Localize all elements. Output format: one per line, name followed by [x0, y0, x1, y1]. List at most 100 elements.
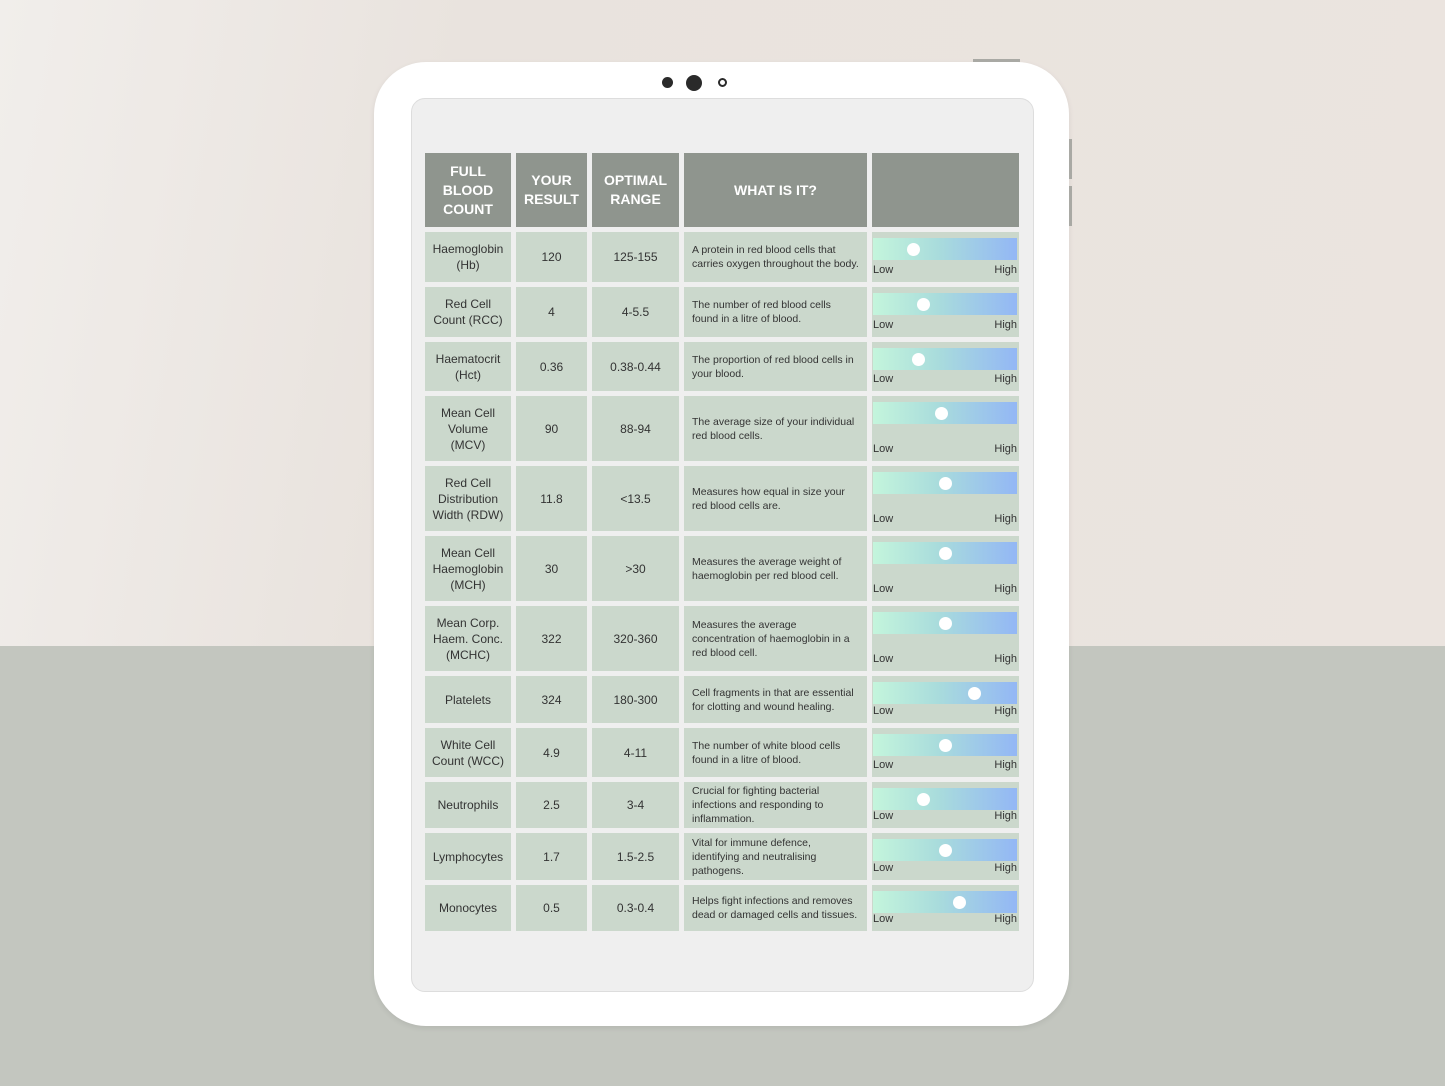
light-sensor-icon: [718, 78, 727, 87]
header-scale: [872, 153, 1019, 227]
range-cell: 4-11: [592, 728, 679, 777]
description-cell: Measures how equal in size your red bloo…: [684, 466, 867, 531]
range-cell: 88-94: [592, 396, 679, 461]
scale-high-label: High: [994, 810, 1017, 822]
description-cell: The proportion of red blood cells in you…: [684, 342, 867, 391]
level-scale: Low High: [872, 606, 1019, 671]
range-cell: 0.3-0.4: [592, 885, 679, 931]
level-marker: [939, 739, 952, 752]
scale-low-label: Low: [873, 862, 894, 874]
scale-low-label: Low: [873, 443, 894, 455]
level-scale: Low High: [872, 536, 1019, 601]
header-test: FULL BLOOD COUNT: [425, 153, 511, 227]
scale-low-label: Low: [873, 319, 894, 331]
result-cell: 30: [516, 536, 587, 601]
tablet-frame: FULL BLOOD COUNT YOUR RESULT OPTIMAL RAN…: [374, 59, 1072, 1026]
result-cell: 2.5: [516, 782, 587, 828]
level-scale: Low High: [872, 396, 1019, 461]
result-cell: 4: [516, 287, 587, 337]
scale-high-label: High: [994, 705, 1017, 717]
level-scale: Low High: [872, 833, 1019, 880]
range-cell: 125-155: [592, 232, 679, 282]
range-cell: 1.5-2.5: [592, 833, 679, 880]
test-name-cell: Monocytes: [425, 885, 511, 931]
scale-low-label: Low: [873, 913, 894, 925]
scale-low-label: Low: [873, 513, 894, 525]
level-marker: [939, 477, 952, 490]
range-cell: 3-4: [592, 782, 679, 828]
range-cell: <13.5: [592, 466, 679, 531]
header-description: WHAT IS IT?: [684, 153, 867, 227]
test-name-cell: Mean Cell Volume (MCV): [425, 396, 511, 461]
result-cell: 0.36: [516, 342, 587, 391]
sensor-icon: [662, 77, 673, 88]
description-cell: The number of white blood cells found in…: [684, 728, 867, 777]
scale-high-label: High: [994, 319, 1017, 331]
volume-up-button: [1069, 139, 1072, 179]
test-name-cell: Haemoglobin (Hb): [425, 232, 511, 282]
gradient-bar: [873, 472, 1017, 494]
scale-high-label: High: [994, 264, 1017, 276]
description-cell: A protein in red blood cells that carrie…: [684, 232, 867, 282]
scale-low-label: Low: [873, 759, 894, 771]
description-cell: Vital for immune defence, identifying an…: [684, 833, 867, 880]
result-cell: 11.8: [516, 466, 587, 531]
description-cell: Measures the average concentration of ha…: [684, 606, 867, 671]
gradient-bar: [873, 734, 1017, 756]
result-cell: 324: [516, 676, 587, 723]
level-marker: [939, 547, 952, 560]
level-scale: Low High: [872, 885, 1019, 931]
level-scale: Low High: [872, 287, 1019, 337]
description-cell: The average size of your individual red …: [684, 396, 867, 461]
level-marker: [939, 617, 952, 630]
camera-icon: [686, 75, 702, 91]
scale-low-label: Low: [873, 705, 894, 717]
level-scale: Low High: [872, 232, 1019, 282]
scale-high-label: High: [994, 759, 1017, 771]
level-marker: [939, 844, 952, 857]
description-cell: Cell fragments in that are essential for…: [684, 676, 867, 723]
test-name-cell: Lymphocytes: [425, 833, 511, 880]
range-cell: 4-5.5: [592, 287, 679, 337]
range-cell: 320-360: [592, 606, 679, 671]
test-name-cell: Red Cell Count (RCC): [425, 287, 511, 337]
gradient-bar: [873, 612, 1017, 634]
scale-high-label: High: [994, 653, 1017, 665]
level-marker: [934, 407, 948, 420]
description-cell: Measures the average weight of haemoglob…: [684, 536, 867, 601]
range-cell: 0.38-0.44: [592, 342, 679, 391]
scale-low-label: Low: [873, 373, 894, 385]
scale-high-label: High: [994, 862, 1017, 874]
blood-count-table: FULL BLOOD COUNT YOUR RESULT OPTIMAL RAN…: [425, 153, 1019, 931]
power-button: [973, 59, 1020, 62]
test-name-cell: Red Cell Distribution Width (RDW): [425, 466, 511, 531]
scale-high-label: High: [994, 583, 1017, 595]
gradient-bar: [873, 891, 1017, 913]
level-marker: [907, 243, 921, 256]
gradient-bar: [873, 682, 1017, 704]
scale-low-label: Low: [873, 264, 894, 276]
test-name-cell: Platelets: [425, 676, 511, 723]
test-name-cell: Haematocrit (Hct): [425, 342, 511, 391]
header-range: OPTIMAL RANGE: [592, 153, 679, 227]
result-cell: 0.5: [516, 885, 587, 931]
gradient-bar: [873, 788, 1017, 810]
gradient-bar: [873, 839, 1017, 861]
range-cell: >30: [592, 536, 679, 601]
scale-high-label: High: [994, 373, 1017, 385]
gradient-bar: [873, 402, 1017, 424]
volume-down-button: [1069, 186, 1072, 226]
gradient-bar: [873, 542, 1017, 564]
test-name-cell: Neutrophils: [425, 782, 511, 828]
result-cell: 1.7: [516, 833, 587, 880]
level-scale: Low High: [872, 342, 1019, 391]
scale-high-label: High: [994, 913, 1017, 925]
result-cell: 120: [516, 232, 587, 282]
level-marker: [967, 687, 981, 700]
description-cell: Helps fight infections and removes dead …: [684, 885, 867, 931]
scale-high-label: High: [994, 443, 1017, 455]
test-name-cell: Mean Cell Haemoglobin (MCH): [425, 536, 511, 601]
scale-low-label: Low: [873, 583, 894, 595]
level-marker: [917, 298, 931, 311]
level-marker: [917, 793, 931, 806]
